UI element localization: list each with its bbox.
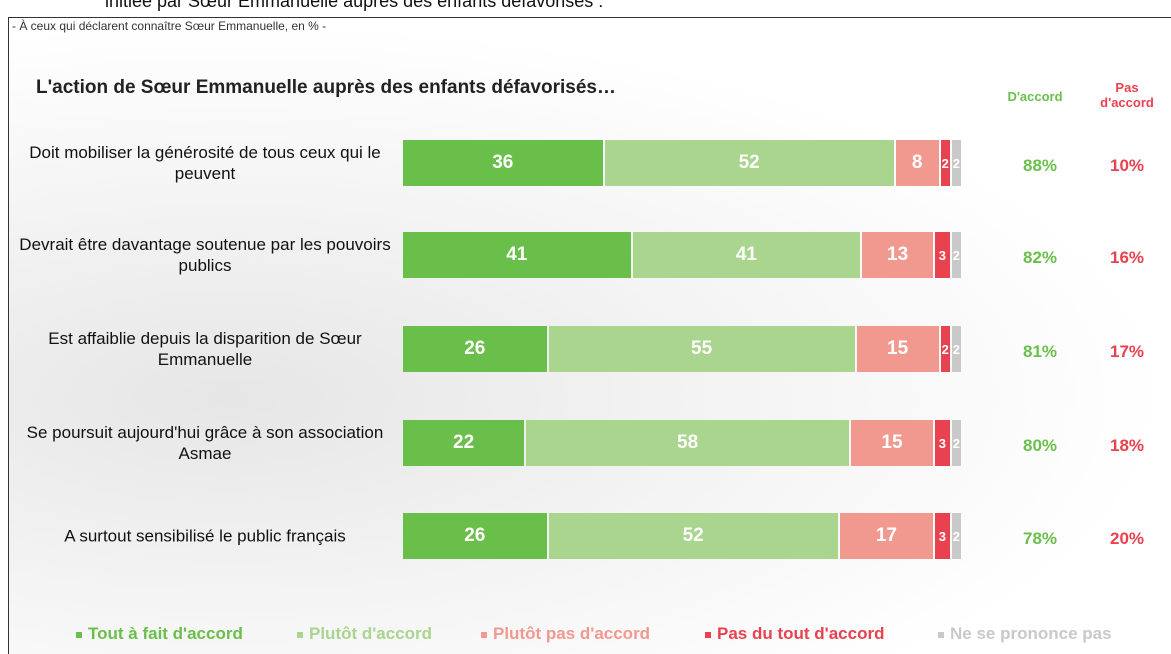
bar-segment: 2 [940, 326, 950, 372]
legend-item: Plutôt d'accord [297, 624, 432, 644]
legend-label: Plutôt pas d'accord [493, 624, 651, 643]
bar-segment: 2 [951, 513, 961, 559]
bar-segment: 26 [403, 326, 547, 372]
data-label: 41 [506, 244, 528, 265]
data-label: 2 [952, 528, 960, 544]
data-label: 3 [938, 435, 947, 451]
bar-segment: 41 [632, 232, 861, 278]
data-label: 52 [738, 152, 760, 173]
data-label: 2 [952, 435, 960, 451]
total-label: 18% [1109, 436, 1145, 455]
data-label: 58 [677, 432, 699, 453]
chart-title: L'action de Sœur Emmanuelle auprès des e… [36, 77, 616, 98]
data-label: 55 [691, 338, 713, 359]
data-label: 17 [875, 525, 897, 546]
bar-segment: 2 [951, 326, 961, 372]
data-label: 2 [941, 341, 949, 357]
bar-segment: 13 [862, 232, 933, 278]
data-label: 41 [735, 244, 757, 265]
data-label: 2 [952, 247, 960, 263]
data-label: 2 [952, 341, 960, 357]
total-label: 10% [1109, 156, 1145, 175]
category-label: Est affaiblie depuis la disparition de S… [48, 329, 362, 369]
bar-segment: 36 [403, 140, 603, 186]
bar-segment: 8 [895, 140, 939, 186]
legend-swatch [76, 631, 82, 638]
legend-swatch [938, 631, 944, 638]
data-label: 2 [941, 155, 949, 171]
bar-segment: 2 [940, 140, 950, 186]
bar-segment: 58 [526, 420, 849, 466]
legend-swatch [705, 631, 711, 638]
legend-item: Ne se prononce pas [938, 624, 1112, 644]
bar-segment: 17 [839, 513, 933, 559]
data-label: 15 [881, 432, 903, 453]
top-text: initiée par Sœur Emmanuelle auprès des e… [105, 0, 604, 11]
bar-segment: 2 [951, 420, 961, 466]
column-header: D'accord [1007, 89, 1063, 104]
category-label: A surtout sensibilisé le public français [64, 526, 346, 546]
legend-swatch [297, 631, 303, 638]
legend-item: Tout à fait d'accord [76, 624, 243, 644]
data-label: 22 [453, 432, 475, 453]
legend-item: Plutôt pas d'accord [481, 624, 650, 644]
total-label: 82% [1022, 248, 1058, 267]
category-label: Doit mobiliser la générosité de tous ceu… [29, 143, 381, 183]
column-header: Pas d'accord [1100, 80, 1154, 110]
total-label: 80% [1022, 436, 1058, 455]
bar-segment: 52 [548, 513, 838, 559]
data-label: 2 [952, 155, 960, 171]
bar-segment: 55 [548, 326, 855, 372]
data-label: 15 [887, 338, 909, 359]
legend-label: Pas du tout d'accord [717, 624, 885, 643]
data-label: 8 [911, 152, 923, 173]
legend-item: Pas du tout d'accord [705, 624, 884, 644]
legend-swatch [481, 631, 487, 638]
total-label: 81% [1022, 342, 1058, 361]
total-label: 78% [1022, 529, 1058, 548]
bar-segment: 22 [403, 420, 525, 466]
total-label: 16% [1109, 248, 1145, 267]
total-label: 88% [1022, 156, 1058, 175]
category-label: Devrait être davantage soutenue par les … [19, 235, 391, 275]
bar-segment: 15 [851, 420, 933, 466]
bar-segment: 3 [935, 420, 950, 466]
data-label: 26 [464, 525, 486, 546]
data-label: 26 [464, 338, 486, 359]
category-label: Se poursuit aujourd'hui grâce à son asso… [26, 423, 384, 463]
bar-segment: 2 [951, 140, 961, 186]
total-label: 17% [1109, 342, 1145, 361]
legend-label: Ne se prononce pas [950, 624, 1112, 643]
bar-segment: 26 [403, 513, 547, 559]
data-label: 3 [938, 247, 947, 263]
bar-segment: 41 [403, 232, 631, 278]
data-label: 36 [492, 152, 514, 173]
bar-segment: 52 [604, 140, 894, 186]
data-label: 52 [682, 525, 704, 546]
data-label: 13 [887, 244, 909, 265]
bar-segment: 3 [935, 513, 950, 559]
legend-label: Tout à fait d'accord [88, 624, 243, 643]
bar-segment: 2 [951, 232, 961, 278]
bar-segment: 3 [935, 232, 950, 278]
total-label: 20% [1109, 529, 1145, 548]
subtitle: - À ceux qui déclarent connaître Sœur Em… [12, 19, 327, 33]
legend-label: Plutôt d'accord [309, 624, 433, 643]
data-label: 3 [938, 528, 947, 544]
bar-segment: 15 [856, 326, 939, 372]
